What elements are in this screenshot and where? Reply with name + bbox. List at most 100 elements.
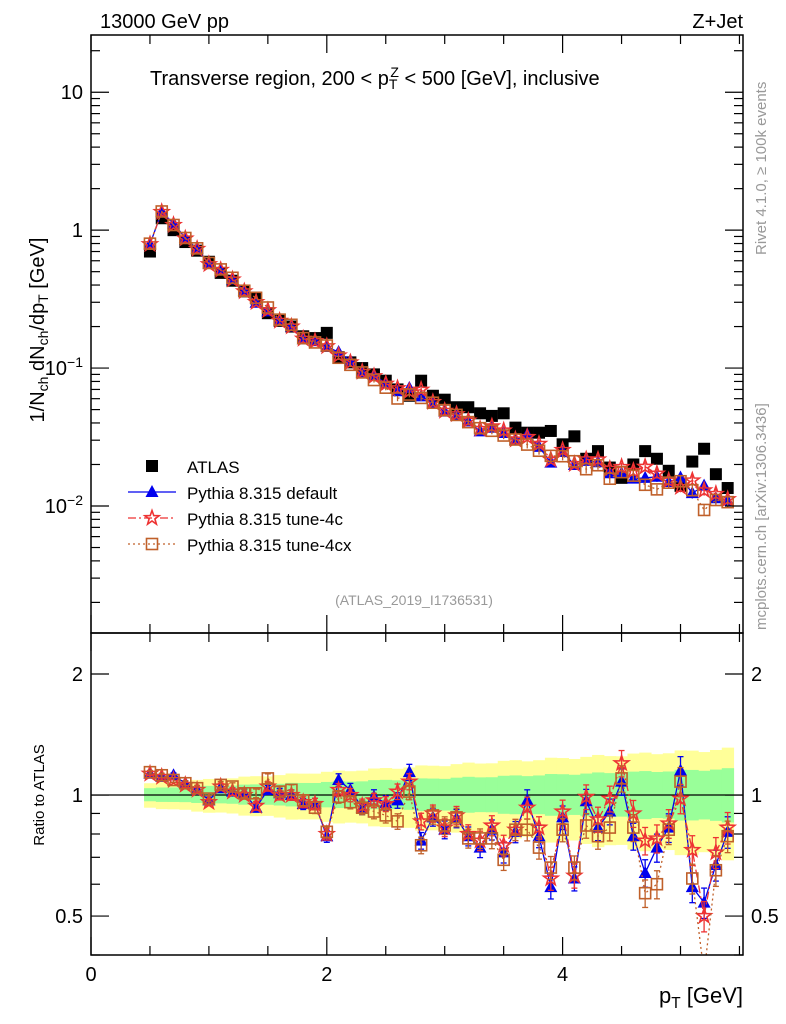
- tune-4cx-data-point: [155, 205, 169, 218]
- tune-4cx-ratio-point: [627, 821, 640, 834]
- atlas-data-point: [485, 409, 498, 422]
- tune-4cx-ratio-point: [544, 861, 558, 874]
- atlas-data-point: [438, 393, 451, 406]
- tune-4c-ratio-point: [647, 828, 667, 847]
- tune-4cx-data-point: [450, 408, 463, 422]
- x-axis-label: pT [GeV]: [659, 983, 743, 1012]
- y-tick-base: 10: [45, 496, 67, 518]
- tune-4cx-data-point: [426, 396, 440, 410]
- label-segment: p: [659, 983, 671, 1008]
- y-tick-base: 10: [61, 82, 83, 104]
- rivet-label: Rivet 4.1.0, ≥ 100k events: [753, 82, 770, 255]
- tune-4cx-ratio-point: [556, 823, 569, 836]
- legend-entry-atlas: ATLAS: [146, 458, 240, 477]
- ratio-plot-frame: [90, 632, 744, 956]
- tune-4cx-data-point: [214, 263, 227, 276]
- analysis-id: (ATLAS_2019_I1736531): [335, 592, 493, 608]
- tune-4c-ratio-point: [529, 817, 549, 836]
- tune-4cx-ratio-point: [226, 780, 239, 793]
- tune-4cx-ratio-point: [485, 832, 499, 845]
- tune-4cx-data-point: [202, 256, 216, 270]
- atlas-data-point: [698, 442, 711, 455]
- tune-4c-data-point: [635, 456, 655, 475]
- legend-entry-series-0: Pythia 8.315 default: [128, 484, 338, 503]
- tune-4c-data-point: [694, 480, 714, 499]
- default-data-point: [332, 344, 346, 357]
- tune-4cx-data-point: [367, 373, 381, 387]
- tune-4cx-data-point: [285, 318, 298, 332]
- ratio-tick-label: 1: [72, 785, 83, 807]
- atlas-data-point: [639, 445, 652, 458]
- tune-4cx-data-point: [721, 495, 734, 509]
- tune-4c-data-point: [388, 378, 408, 397]
- tune-4c-data-point: [529, 433, 549, 452]
- tune-4cx-ratio-point: [190, 781, 204, 795]
- legend-label: Pythia 8.315 tune-4cx: [187, 536, 352, 555]
- tune-4cx-ratio-point: [603, 821, 617, 834]
- tune-4cx-ratio-point: [497, 853, 510, 867]
- tune-4cx-data-point: [379, 381, 393, 394]
- atlas-data-point: [497, 407, 510, 420]
- tune-4c-ratio-point: [635, 830, 655, 849]
- x-tick-label: 0: [85, 964, 96, 986]
- tune-4cx-data-point: [591, 458, 605, 472]
- tune-4cx-data-point: [320, 339, 334, 352]
- tune-4cx-data-point: [332, 351, 345, 365]
- label-segment: T: [35, 294, 51, 303]
- legend-entry-series-1: Pythia 8.315 tune-4c: [128, 508, 343, 529]
- y-axis-label: 1/Nch dNch/dpT [GeV]: [27, 238, 51, 423]
- tune-4cx-data-point: [190, 242, 204, 255]
- atlas-data-point: [686, 455, 699, 468]
- label-segment: Z: [390, 64, 399, 80]
- label-segment: /dp: [27, 303, 49, 331]
- legend-marker: [146, 460, 158, 472]
- atlas-data-point: [568, 430, 581, 443]
- mcplots-label: mcplots.cern.ch [arXiv:1306.3436]: [753, 403, 770, 630]
- energy-label: 13000 GeV pp: [100, 11, 229, 33]
- ratio-tick-label-right: 2: [751, 664, 762, 686]
- tune-4c-ratio-point: [376, 794, 396, 813]
- legend-marker: [145, 485, 159, 497]
- tune-4c-ratio-point: [576, 786, 596, 805]
- y-tick-label: 1: [72, 220, 83, 242]
- legend-marker: [142, 508, 162, 527]
- atlas-data-point: [544, 424, 557, 437]
- ratio-tick-label-right: 0.5: [751, 906, 779, 928]
- tune-4c-data-point: [647, 463, 667, 482]
- y-tick-label: 10: [61, 82, 83, 104]
- default-ratio-point: [332, 772, 346, 785]
- tune-4c-ratio-point: [553, 801, 573, 820]
- label-segment: dN: [27, 345, 49, 376]
- tune-4cx-data-point: [344, 358, 357, 372]
- atlas-data-point: [650, 452, 663, 465]
- tune-4c-ratio-point: [494, 835, 514, 854]
- tune-4cx-data-point: [355, 366, 369, 379]
- tune-4c-ratio-point: [671, 788, 690, 807]
- tune-4cx-data-point: [697, 503, 711, 517]
- atlas-data-point: [462, 401, 475, 414]
- y-tick-exponent: −1: [67, 354, 83, 370]
- tune-4cx-ratio-point: [450, 811, 463, 824]
- tune-4cx-ratio-point: [414, 838, 428, 852]
- tune-4c-ratio-point: [411, 811, 431, 830]
- label-segment: T: [671, 995, 681, 1012]
- x-tick-label: 2: [321, 964, 332, 986]
- tune-4cx-data-point: [568, 454, 581, 468]
- plot-title: Transverse region, 200 < pTZ < 500 [GeV]…: [150, 64, 600, 92]
- tune-4c-ratio-point: [517, 797, 537, 816]
- tune-4cx-data-point: [674, 474, 687, 488]
- label-segment: < 500 [GeV], inclusive: [399, 68, 600, 90]
- label-segment: ch: [35, 331, 51, 346]
- tune-4cx-data-point: [249, 291, 263, 305]
- tune-4cx-main-line: [149, 210, 728, 511]
- tune-4cx-data-point: [167, 218, 180, 232]
- tune-4cx-ratio-point: [615, 772, 628, 785]
- tune-4cx-ratio-point: [308, 801, 322, 815]
- ratio-tick-label: 2: [72, 664, 83, 686]
- tune-4cx-data-point: [261, 301, 275, 314]
- tune-4c-data-point: [682, 470, 702, 489]
- main-plot-marks: [140, 202, 738, 517]
- tune-4cx-ratio-point: [403, 785, 416, 798]
- tune-4cx-ratio-point: [532, 841, 546, 854]
- ratio-y-axis-label: Ratio to ATLAS: [31, 744, 48, 845]
